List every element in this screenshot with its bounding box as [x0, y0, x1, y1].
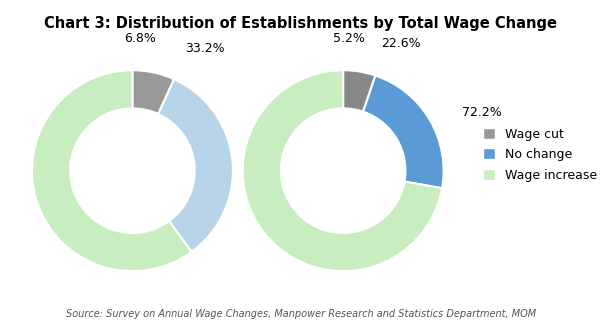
Wedge shape — [343, 70, 376, 112]
Text: 5.2%: 5.2% — [334, 32, 365, 45]
Text: 60.0%: 60.0% — [257, 119, 297, 132]
Wedge shape — [132, 70, 174, 114]
Text: 72.2%: 72.2% — [462, 106, 502, 119]
Text: Chart 3: Distribution of Establishments by Total Wage Change: Chart 3: Distribution of Establishments … — [45, 16, 557, 31]
Text: Source: Survey on Annual Wage Changes, Manpower Research and Statistics Departme: Source: Survey on Annual Wage Changes, M… — [66, 309, 536, 319]
Text: 33.2%: 33.2% — [185, 43, 225, 55]
Text: 6.8%: 6.8% — [125, 32, 157, 45]
Wedge shape — [243, 70, 442, 271]
Wedge shape — [158, 79, 233, 252]
Legend: Wage cut, No change, Wage increase: Wage cut, No change, Wage increase — [479, 124, 601, 185]
Wedge shape — [363, 76, 444, 188]
Text: 22.6%: 22.6% — [381, 37, 420, 50]
Wedge shape — [32, 70, 191, 271]
